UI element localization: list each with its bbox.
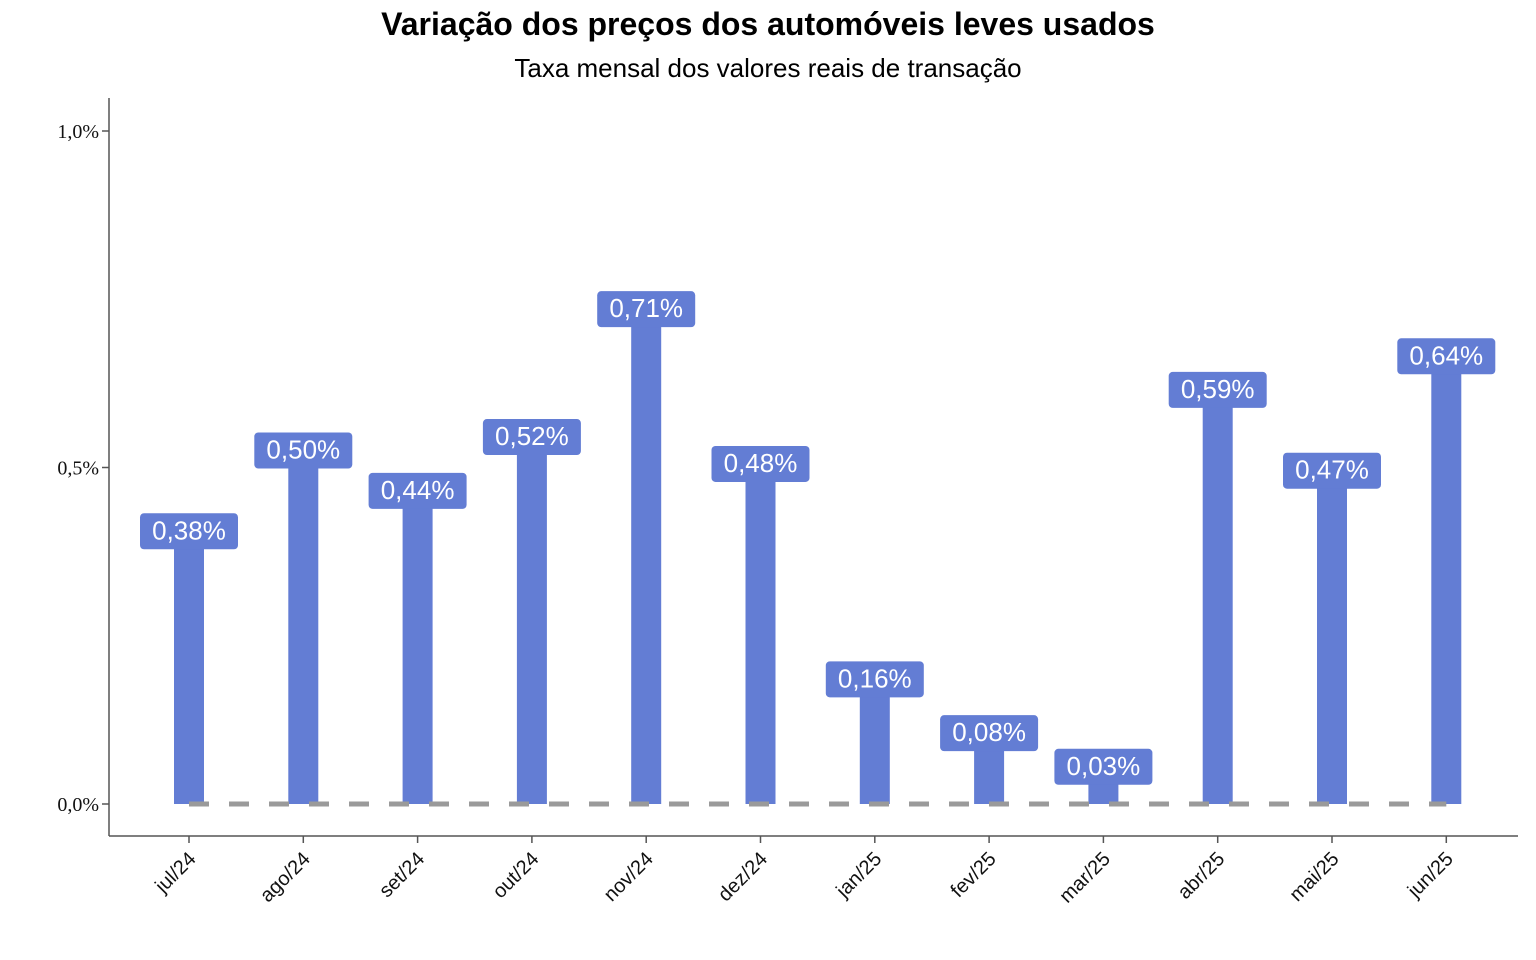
x-tick-label: fev/25 <box>947 848 1001 902</box>
data-label: 0,52% <box>482 419 581 456</box>
data-label: 0,03% <box>1054 748 1153 785</box>
x-tick-label: jul/24 <box>150 848 200 898</box>
x-tick-label: out/24 <box>489 848 544 903</box>
bar <box>859 696 890 804</box>
data-label-text: 0,08% <box>952 717 1026 747</box>
x-tick-label: jun/25 <box>1403 848 1458 903</box>
data-label-box <box>368 472 467 509</box>
bar <box>288 467 319 804</box>
bar <box>402 507 433 804</box>
data-label-box <box>1168 371 1267 408</box>
data-label-text: 0,44% <box>381 475 455 505</box>
data-label-box <box>825 661 924 698</box>
bar <box>745 480 776 804</box>
bar <box>631 326 662 804</box>
data-label: 0,59% <box>1168 371 1267 408</box>
data-label-text: 0,16% <box>838 663 912 693</box>
data-label: 0,44% <box>368 472 467 509</box>
data-label-text: 0,03% <box>1067 751 1141 781</box>
x-tick-label: nov/24 <box>600 848 658 906</box>
bar <box>1431 373 1462 804</box>
data-label: 0,71% <box>597 291 696 328</box>
x-tick-label: mar/25 <box>1055 848 1115 908</box>
data-label-text: 0,59% <box>1181 374 1255 404</box>
bar <box>974 750 1005 804</box>
data-label: 0,47% <box>1283 452 1381 489</box>
bar <box>174 548 204 804</box>
x-tick-label: jan/25 <box>832 848 887 903</box>
chart-subtitle: Taxa mensal dos valores reais de transaç… <box>514 53 1022 83</box>
data-label: 0,48% <box>711 445 810 482</box>
bars <box>174 326 1462 804</box>
data-label-box <box>254 432 353 469</box>
data-label-text: 0,47% <box>1295 455 1369 485</box>
data-label: 0,16% <box>825 661 924 698</box>
x-tick-label: ago/24 <box>256 848 315 907</box>
data-label: 0,50% <box>254 432 353 469</box>
x-tick-label: set/24 <box>375 848 429 902</box>
data-label-box <box>140 513 238 550</box>
y-tick-label: 0,0% <box>57 794 99 816</box>
data-label-box <box>1397 338 1496 375</box>
bar <box>1317 487 1347 804</box>
data-label: 0,64% <box>1397 338 1496 375</box>
bar <box>1088 783 1119 804</box>
data-label-box <box>1054 748 1153 785</box>
data-label-box <box>940 715 1039 752</box>
data-label-text: 0,48% <box>724 448 798 478</box>
x-tick-label: abr/25 <box>1174 848 1230 904</box>
x-tick-label: mai/25 <box>1286 848 1344 906</box>
y-tick-label: 0,5% <box>57 458 99 480</box>
data-label-box <box>597 291 696 328</box>
data-label-box <box>1283 452 1381 489</box>
bar <box>516 454 547 804</box>
data-label-box <box>482 419 581 456</box>
bar <box>1202 406 1233 804</box>
data-label: 0,08% <box>940 715 1039 752</box>
axes: 0,0% 0,5% 1,0% jul/24 ago/24 set/24 out/24 nov/… <box>57 98 1518 908</box>
chart-title: Variação dos preços dos automóveis leves… <box>381 6 1155 42</box>
data-label-text: 0,64% <box>1409 340 1483 370</box>
data-label: 0,38% <box>140 513 238 550</box>
data-label-text: 0,50% <box>266 435 340 465</box>
x-tick-label: dez/24 <box>714 848 772 906</box>
data-label-box <box>711 445 810 482</box>
data-label-text: 0,52% <box>495 421 569 451</box>
data-labels: 0,38% 0,50% 0,44% 0,52% 0,71% 0,48% 0,16% 0,08%… <box>140 291 1496 785</box>
data-label-text: 0,38% <box>152 515 226 545</box>
y-tick-label: 1,0% <box>57 121 99 143</box>
data-label-text: 0,71% <box>609 293 683 323</box>
